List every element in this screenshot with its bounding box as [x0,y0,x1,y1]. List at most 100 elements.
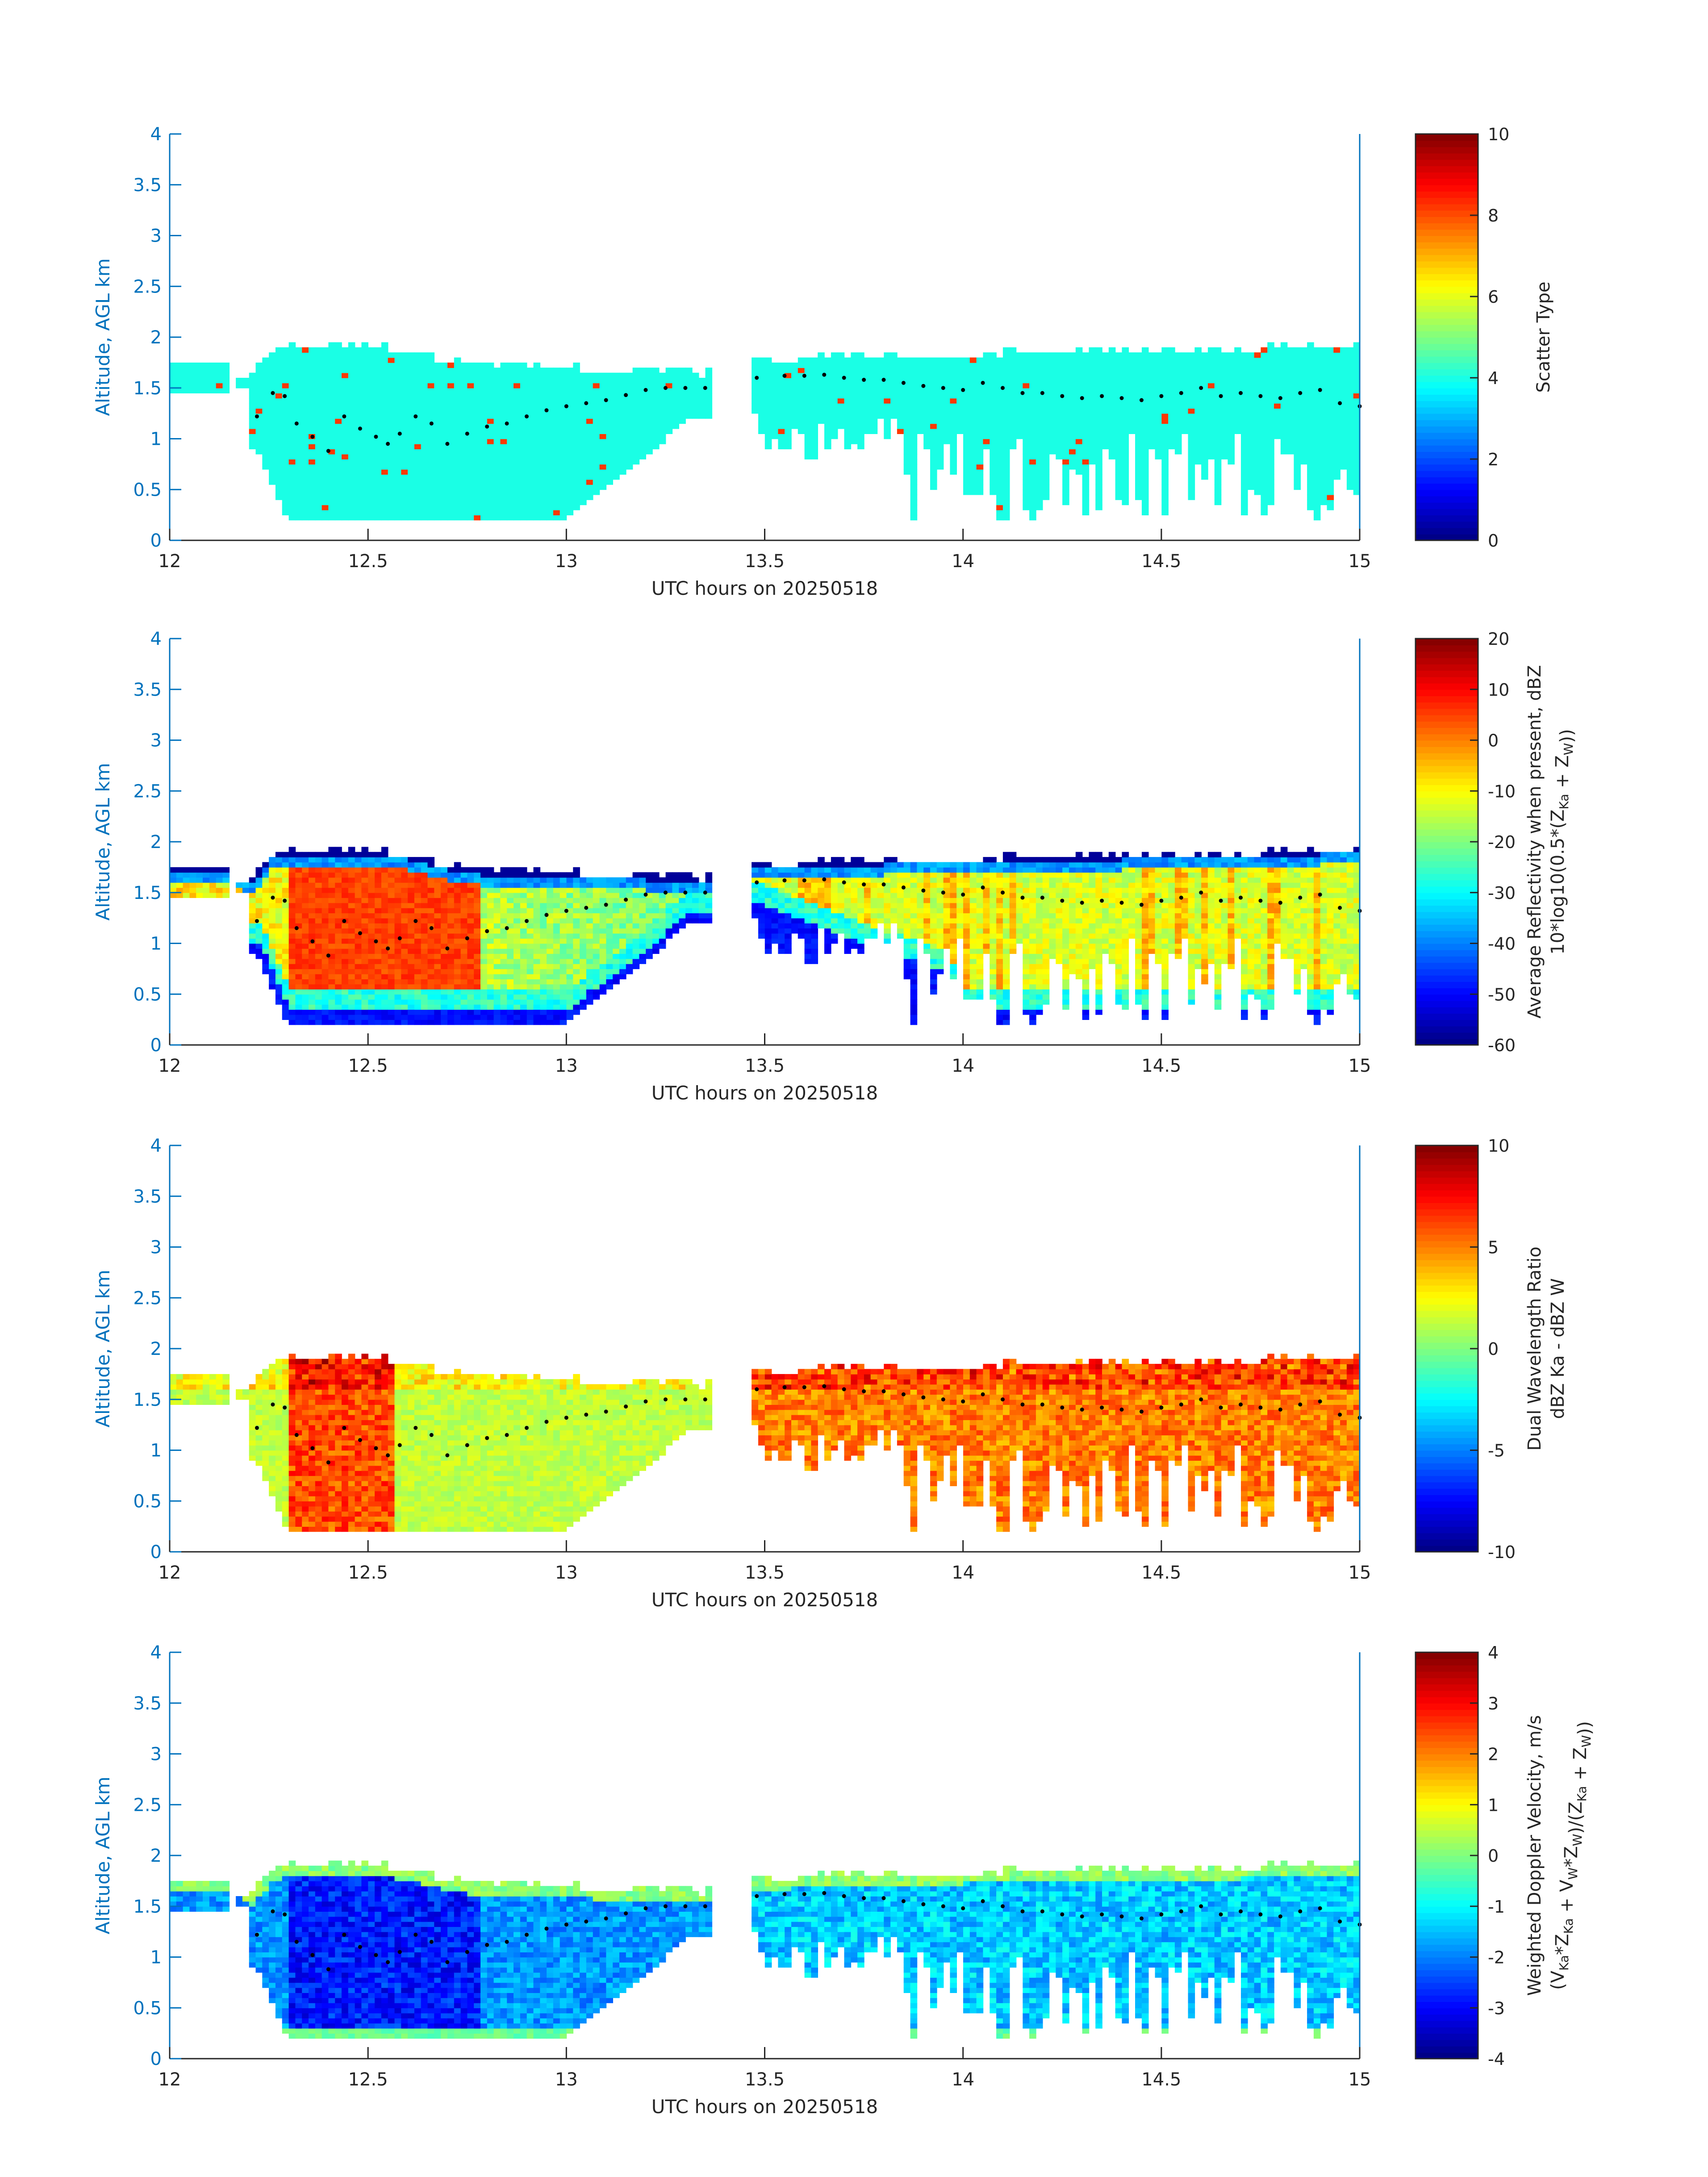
heatmap-cell [1115,383,1123,389]
heatmap-cell [335,847,342,852]
heatmap-cell [1023,500,1030,506]
heatmap-cell [315,928,322,934]
heatmap-cell [1254,459,1261,465]
heatmap-cell [500,464,507,470]
heatmap-cell [652,418,660,424]
heatmap-cell [1261,408,1268,414]
heatmap-cell [1214,464,1222,470]
heatmap-cell [1135,388,1142,393]
heatmap-cell [1168,383,1175,389]
heatmap-cell [460,454,468,460]
heatmap-cell [1122,464,1129,470]
heatmap-cell [1161,439,1169,444]
heatmap-cell [1036,464,1043,470]
heatmap-cell [526,413,534,419]
heatmap-cell [1108,443,1116,450]
heatmap-cell [659,378,666,384]
heatmap-cell [943,357,951,363]
heatmap-cell [930,469,937,475]
heatmap-cell [1168,413,1175,419]
heatmap-cell [969,372,977,378]
heatmap-cell [613,403,620,409]
heatmap-cell [778,428,785,434]
heatmap-cell [1320,378,1328,384]
heatmap-cell [1155,434,1162,439]
heatmap-cell [1115,489,1123,495]
heatmap-cell [969,393,977,399]
heatmap-cell [990,362,997,368]
heatmap-cell [983,398,990,404]
heatmap-cell [427,439,435,444]
heatmap-cell [1016,352,1023,358]
heatmap-cell [1049,443,1057,450]
heatmap-cell [189,372,196,378]
heatmap-cell [500,484,507,490]
heatmap-cell [1247,423,1255,429]
heatmap-cell [315,882,322,888]
heatmap-cell [1075,418,1083,424]
heatmap-cell [758,408,765,414]
heatmap-cell [943,413,951,419]
heatmap-cell [837,383,845,389]
heatmap-cell [632,443,640,450]
colorbar-step [1416,134,1478,141]
heatmap-cell [659,439,666,444]
heatmap-cell [1340,418,1347,424]
heatmap-cell [288,489,296,495]
heatmap-cell [593,388,600,393]
heatmap-cell [943,383,951,389]
heatmap-cell [573,469,580,475]
heatmap-cell [302,923,309,929]
heatmap-cell [963,357,970,363]
heatmap-cell [1333,378,1341,384]
heatmap-cell [1002,352,1010,358]
heatmap-cell [990,372,997,378]
heatmap-cell [1023,398,1030,404]
heatmap-cell [1267,434,1274,439]
heatmap-cell [282,418,289,424]
heatmap-cell [1135,368,1142,373]
colorbar-step [1416,204,1478,211]
heatmap-cell [1082,459,1090,465]
heatmap-cell [368,489,375,495]
heatmap-cell [969,489,977,495]
heatmap-cell [507,434,514,439]
heatmap-cell [1115,484,1123,490]
heatmap-cell [1069,418,1076,424]
heatmap-cell [375,357,382,363]
heatmap-cell [1155,454,1162,460]
heatmap-cell [322,852,329,857]
heatmap-cell [553,479,560,485]
colorbar-step [1416,330,1478,338]
heatmap-cell [1261,443,1268,450]
heatmap-cell [315,877,322,883]
heatmap-cell [1221,378,1228,384]
heatmap-cell [566,443,574,450]
boundary-dot [822,372,827,377]
heatmap-cell [870,408,878,414]
heatmap-cell [1201,413,1208,419]
heatmap-cell [1029,408,1036,414]
heatmap-cell [1082,505,1090,510]
heatmap-cell [375,372,382,378]
heatmap-cell [930,443,937,450]
heatmap-cell [1161,413,1169,419]
heatmap-cell [381,378,388,384]
heatmap-cell [1102,439,1109,444]
heatmap-cell [269,958,276,964]
heatmap-cell [1261,403,1268,409]
heatmap-cell [328,383,335,389]
heatmap-cell [990,352,997,358]
colorbar-step [1416,318,1478,325]
heatmap-cell [487,398,494,404]
heatmap-cell [514,505,521,510]
heatmap-cell [811,443,818,450]
heatmap-cell [255,378,263,384]
heatmap-cell [348,953,355,959]
heatmap-cell [1247,464,1255,470]
heatmap-cell [1254,372,1261,378]
heatmap-cell [309,907,316,914]
heatmap-cell [322,423,329,429]
heatmap-cell [368,892,375,898]
heatmap-cell [368,903,375,908]
